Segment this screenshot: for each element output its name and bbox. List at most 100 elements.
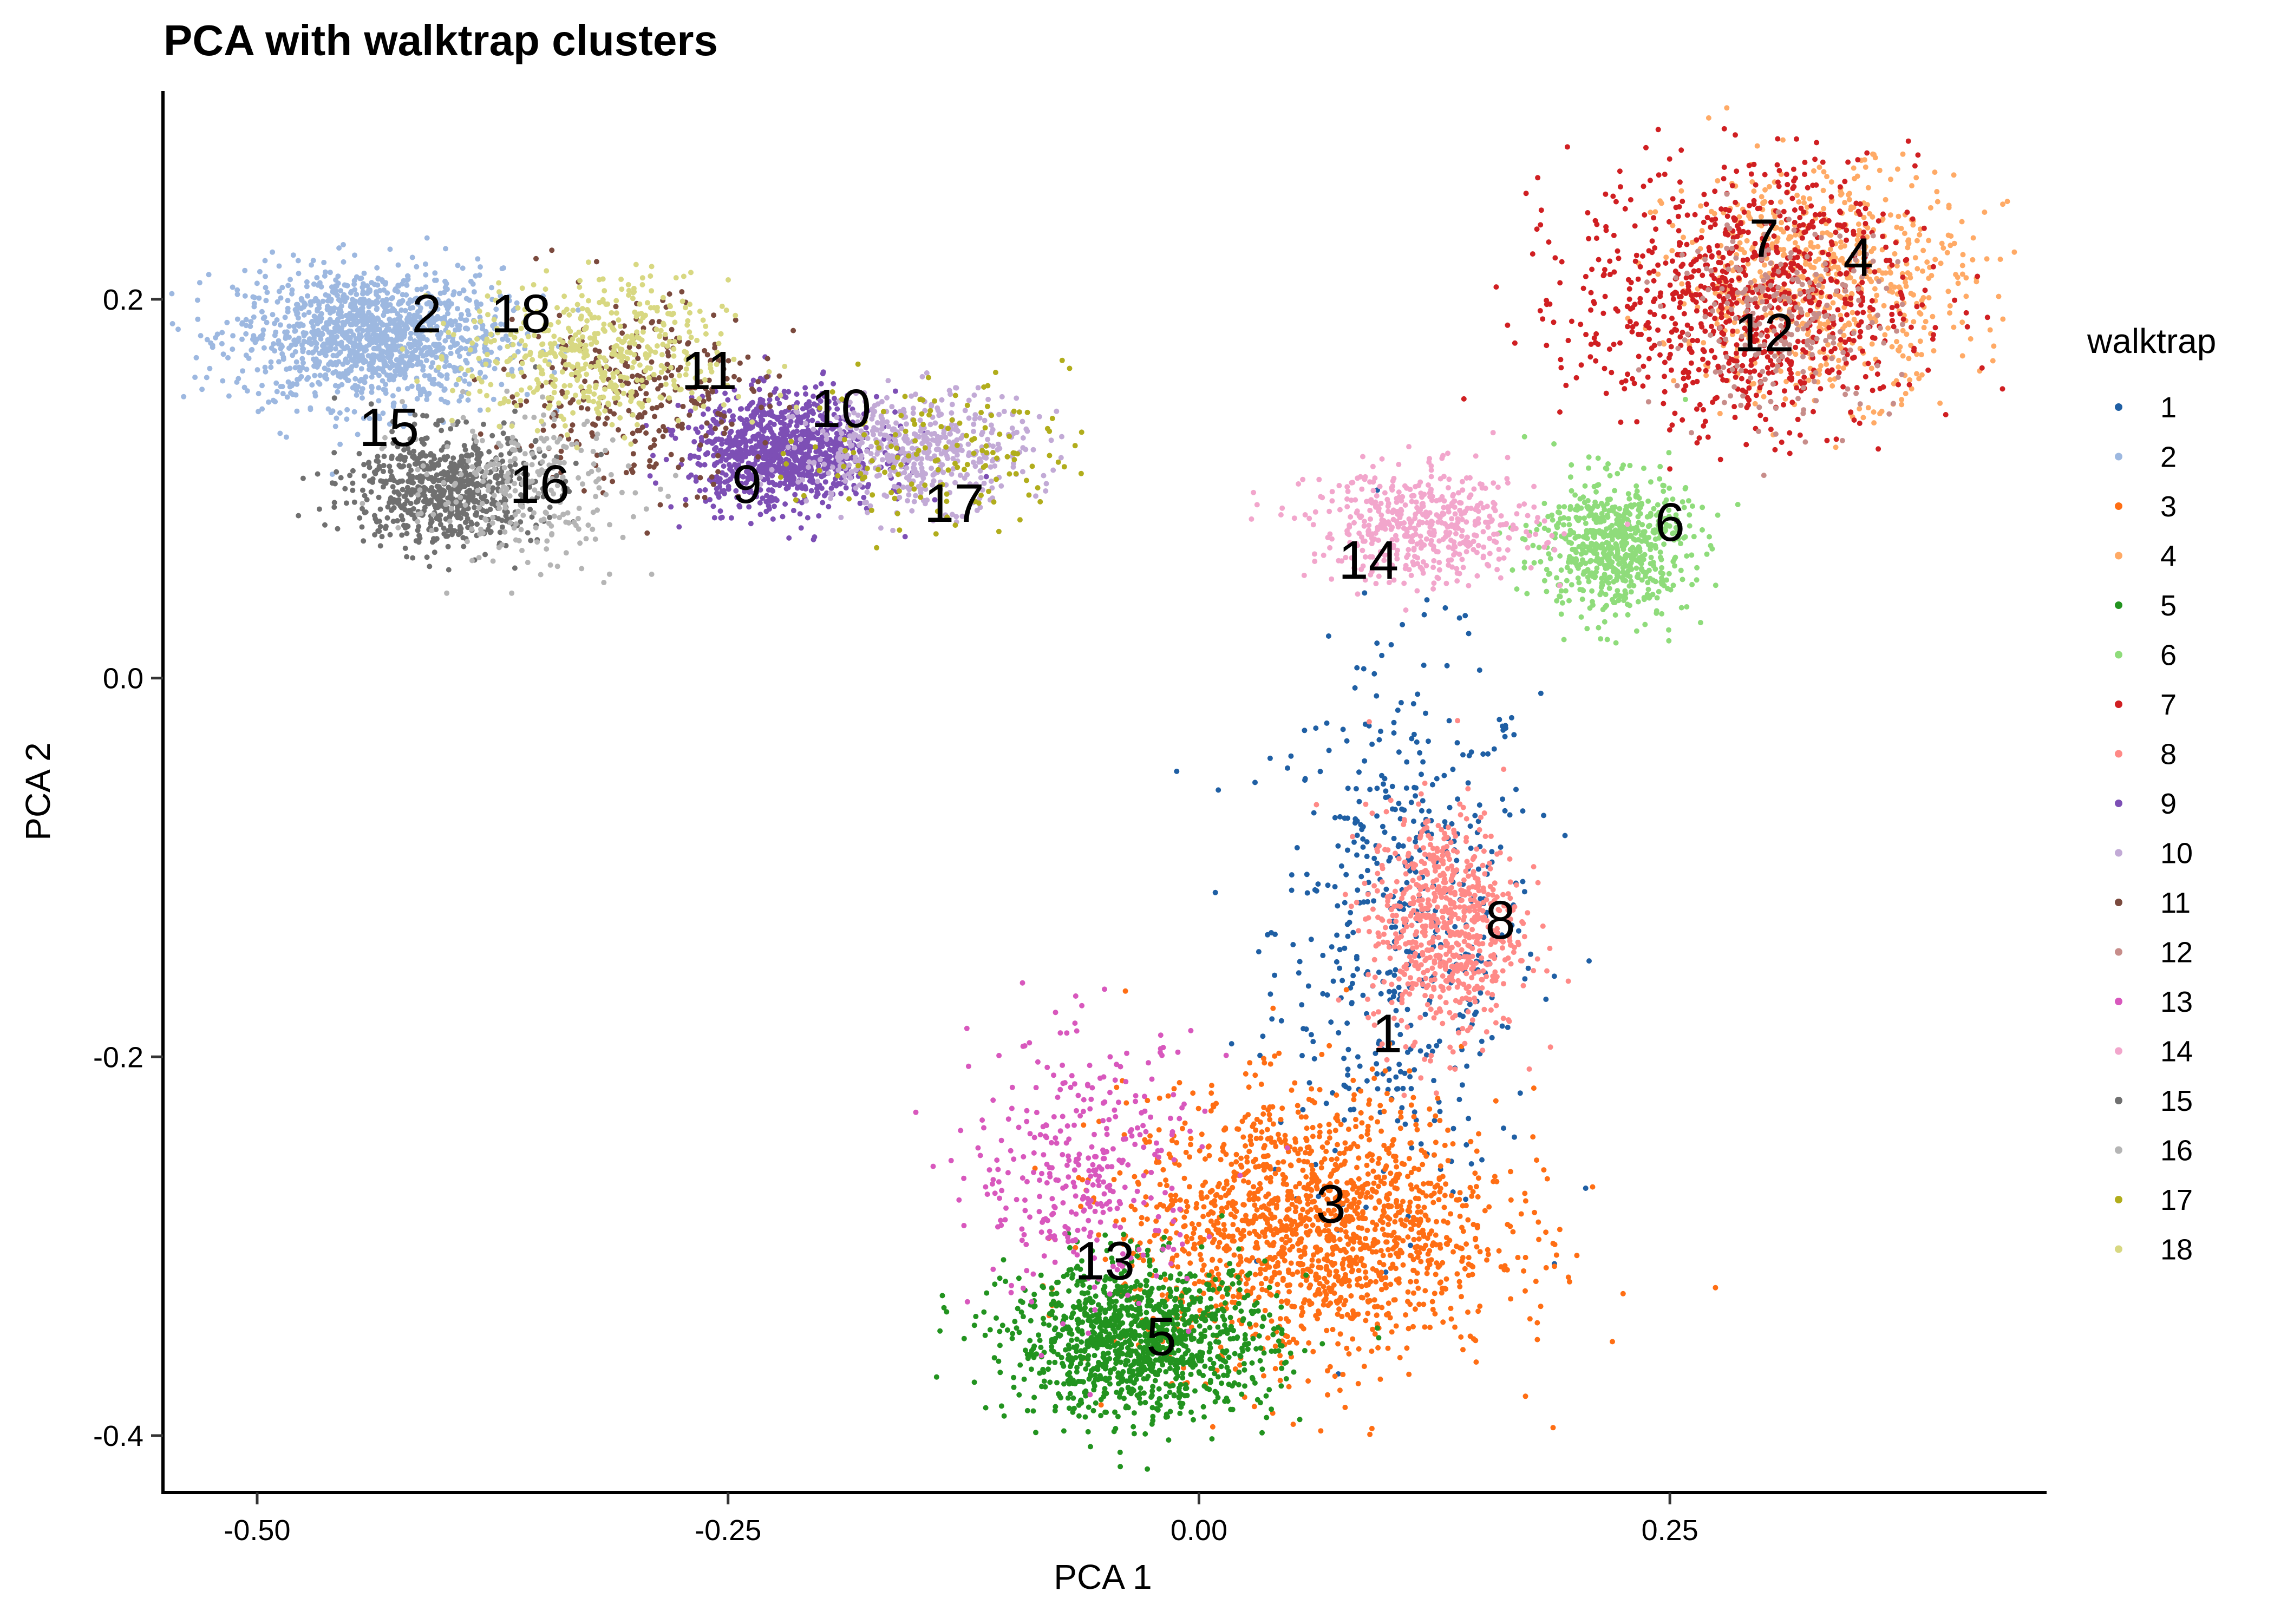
data-point [319, 348, 325, 354]
data-point [1276, 1167, 1282, 1173]
data-point [1414, 1243, 1420, 1249]
data-point [1298, 1254, 1304, 1260]
data-point [1369, 1348, 1375, 1354]
data-point [1400, 1262, 1406, 1268]
data-point [437, 372, 443, 377]
data-point [1203, 1180, 1208, 1185]
series-2-points [169, 235, 581, 477]
data-point [1398, 1114, 1404, 1120]
data-point [1230, 1293, 1236, 1299]
data-point [262, 258, 268, 264]
data-point [1657, 198, 1663, 204]
data-point [1468, 1138, 1474, 1144]
data-point [1224, 1204, 1230, 1210]
data-point [1305, 1232, 1311, 1238]
data-point [1531, 1085, 1537, 1091]
data-point [1134, 1315, 1140, 1321]
data-point [246, 356, 252, 361]
data-point [301, 312, 307, 318]
data-point [448, 350, 454, 356]
data-point [1216, 787, 1221, 793]
data-point [1457, 1213, 1463, 1219]
data-point [1224, 1396, 1230, 1402]
data-point [1885, 325, 1891, 331]
data-point [361, 415, 367, 421]
data-point [1508, 715, 1514, 721]
data-point [1270, 1005, 1276, 1011]
data-point [251, 314, 257, 320]
data-point [1498, 844, 1504, 850]
data-point [319, 330, 325, 336]
data-point [1180, 1247, 1186, 1253]
data-point [1420, 759, 1426, 765]
data-point [414, 362, 420, 368]
data-point [320, 298, 326, 304]
data-point [312, 372, 318, 378]
data-point [1968, 336, 1974, 342]
data-point [1406, 949, 1412, 955]
data-point [1277, 1353, 1283, 1359]
data-point [266, 399, 271, 405]
data-point [1252, 1380, 1258, 1386]
data-point [407, 410, 413, 416]
data-point [1115, 1370, 1121, 1376]
data-point [1439, 1285, 1445, 1291]
data-point [1245, 1168, 1251, 1174]
data-point [1264, 1127, 1270, 1132]
data-point [398, 307, 404, 313]
data-point [1324, 992, 1330, 998]
data-point [304, 279, 310, 285]
data-point [1165, 1093, 1171, 1099]
data-point [1442, 819, 1448, 825]
data-point [1305, 983, 1311, 989]
data-point [335, 325, 341, 331]
data-point [1342, 815, 1348, 821]
data-point [197, 280, 202, 286]
data-point [329, 472, 335, 477]
data-point [414, 396, 420, 402]
data-point [1317, 1247, 1323, 1253]
data-point [1191, 1230, 1197, 1236]
data-point [1038, 1272, 1044, 1278]
data-point [1075, 1317, 1081, 1322]
data-point [462, 378, 468, 384]
data-point [383, 280, 389, 286]
data-point [390, 393, 396, 399]
data-point [1384, 1239, 1390, 1245]
data-point [352, 252, 357, 258]
data-point [425, 351, 431, 357]
data-point [1468, 1262, 1474, 1268]
data-point [1262, 1258, 1268, 1264]
data-point [476, 272, 482, 278]
data-point [1142, 1399, 1148, 1405]
data-point [463, 296, 469, 302]
data-point [1414, 739, 1420, 745]
data-point [1930, 313, 1936, 319]
data-point [1347, 1262, 1352, 1268]
data-point [1373, 1249, 1379, 1255]
data-point [1001, 1413, 1007, 1419]
data-point [1358, 1258, 1364, 1263]
data-point [1181, 1312, 1187, 1318]
data-point [1404, 759, 1410, 765]
data-point [1288, 1163, 1294, 1169]
data-point [1305, 1201, 1311, 1207]
data-point [474, 302, 480, 307]
data-point [1842, 200, 1848, 206]
data-point [1174, 768, 1180, 774]
data-point [284, 394, 290, 400]
data-point [1442, 605, 1448, 611]
data-point [1463, 1196, 1469, 1202]
data-point [1871, 409, 1877, 415]
data-point [1398, 700, 1404, 705]
data-point [1356, 798, 1362, 804]
data-point [436, 381, 442, 387]
data-point [1438, 1279, 1443, 1285]
data-point [1377, 1260, 1383, 1266]
data-point [1446, 718, 1452, 724]
data-point [1076, 1175, 1082, 1181]
data-point [1154, 1160, 1160, 1165]
data-point [1583, 1186, 1589, 1191]
data-point [380, 378, 385, 384]
